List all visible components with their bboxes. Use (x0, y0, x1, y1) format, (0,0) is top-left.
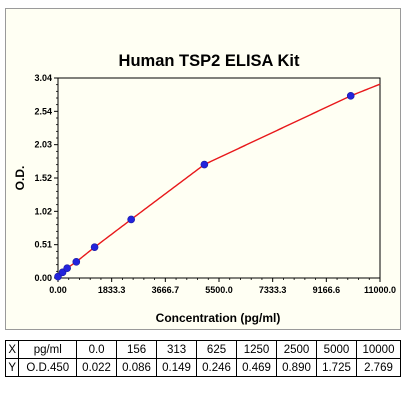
value-cell: 0.022 (76, 358, 118, 377)
chart-panel: Human TSP2 ELISA Kit 0.00 0.51 1.02 1.52 2.0… (5, 8, 401, 330)
value-cell: 0.0 (76, 340, 118, 359)
x-tick-label: 0.00 (49, 285, 67, 295)
y-tick-label: 1.52 (34, 173, 52, 183)
value-cell: 1250 (236, 340, 277, 359)
value-cell: 156 (116, 340, 158, 359)
chart-svg: Human TSP2 ELISA Kit 0.00 0.51 1.02 1.52 2.0… (13, 52, 396, 325)
data-point (127, 215, 135, 224)
x-axis-label: Concentration (pg/ml) (156, 311, 281, 325)
data-point (63, 264, 71, 272)
fit-curve (57, 83, 381, 278)
value-cell: 0.246 (196, 358, 238, 377)
data-point (346, 92, 355, 100)
x-tick-label: 3666.7 (152, 285, 180, 295)
row-label-cell: Y (4, 358, 20, 377)
value-cell: 0.469 (236, 358, 277, 377)
value-cell: 10000 (355, 340, 402, 359)
table-row: Y O.D.450 0.022 0.086 0.149 0.246 0.469 0.890 1.… (4, 358, 402, 377)
x-tick-label: 11000.0 (364, 285, 396, 295)
y-tick-label: 2.03 (34, 140, 52, 150)
value-cell: 2.769 (355, 358, 402, 377)
x-tick-label: 5500.0 (205, 285, 233, 295)
x-axis-ticks: 0.00 1833.3 3666.7 5500.0 7333.3 9166.6 11000.… (49, 278, 396, 295)
data-points (54, 92, 355, 281)
plot-area (57, 77, 381, 279)
unit-cell: O.D.450 (18, 358, 78, 377)
data-point (72, 258, 81, 266)
y-tick-label: 0.51 (34, 240, 52, 250)
data-point (200, 160, 209, 169)
value-cell: 625 (196, 340, 238, 359)
value-cell: 2500 (276, 340, 317, 359)
value-cell: 313 (156, 340, 198, 359)
value-cell: 5000 (315, 340, 357, 359)
x-tick-label: 7333.3 (259, 285, 287, 295)
data-point (90, 243, 99, 251)
value-cell: 0.086 (116, 358, 158, 377)
row-label-cell: X (4, 340, 20, 359)
y-tick-label: 1.02 (34, 206, 52, 216)
value-cell: 0.890 (276, 358, 317, 377)
y-axis-ticks: 0.00 0.51 1.02 1.52 2.03 2.54 3.04 (34, 73, 58, 283)
chart-title: Human TSP2 ELISA Kit (119, 52, 300, 70)
x-tick-label: 1833.3 (98, 285, 126, 295)
unit-cell: pg/ml (18, 340, 78, 359)
x-tick-label: 9166.6 (313, 285, 341, 295)
y-axis-label: O.D. (13, 166, 27, 191)
value-cell: 0.149 (156, 358, 198, 377)
value-cell: 1.725 (315, 358, 357, 377)
y-tick-label: 3.04 (34, 73, 52, 83)
y-tick-label: 2.54 (34, 106, 52, 116)
y-tick-label: 0.00 (34, 273, 52, 283)
